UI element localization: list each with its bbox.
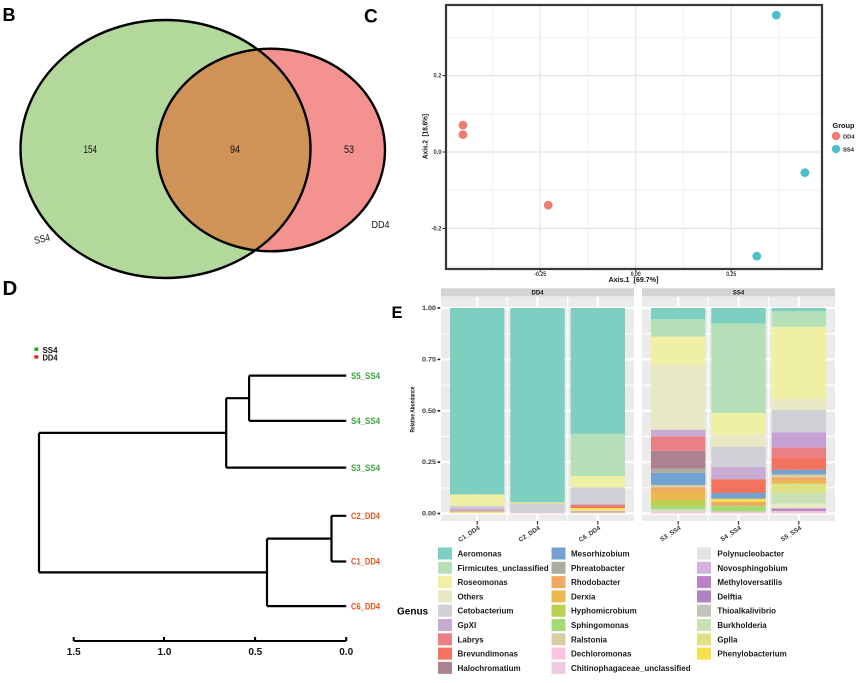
svg-text:0.00: 0.00 (631, 272, 642, 278)
svg-text:Sphingomonas: Sphingomonas (571, 621, 629, 630)
svg-text:Hyphomicrobium: Hyphomicrobium (571, 607, 637, 616)
svg-text:Derxia: Derxia (571, 592, 596, 601)
svg-text:Methyloversatilis: Methyloversatilis (717, 578, 782, 587)
svg-text:Gplla: Gplla (717, 635, 738, 644)
svg-text:94: 94 (230, 144, 240, 156)
svg-text:0.50: 0.50 (422, 409, 437, 415)
svg-text:0.25: 0.25 (422, 460, 437, 466)
svg-text:Roseomonas: Roseomonas (458, 578, 509, 587)
svg-text:Delftia: Delftia (717, 592, 742, 601)
svg-text:SS4: SS4 (33, 233, 51, 247)
svg-text:Thioalkalivibrio: Thioalkalivibrio (717, 607, 776, 616)
svg-text:0.00: 0.00 (422, 512, 437, 518)
svg-text:Relative Abundance: Relative Abundance (410, 386, 417, 432)
svg-text:Cetobacterium: Cetobacterium (458, 607, 514, 616)
svg-text:S4_SS4: S4_SS4 (351, 416, 380, 426)
svg-text:DD4: DD4 (531, 291, 544, 297)
svg-text:SS4: SS4 (733, 291, 745, 297)
svg-text:Ralstonia: Ralstonia (571, 635, 608, 644)
svg-text:S3_SS4: S3_SS4 (351, 463, 380, 473)
svg-text:0.0: 0.0 (339, 647, 353, 658)
svg-text:1.00: 1.00 (422, 306, 437, 312)
svg-text:D: D (3, 277, 18, 300)
svg-text:Chitinophagaceae_unclassified: Chitinophagaceae_unclassified (571, 664, 691, 673)
svg-text:-0.2: -0.2 (432, 227, 443, 233)
svg-text:Polynucleobacter: Polynucleobacter (717, 550, 784, 559)
svg-text:DD4: DD4 (372, 220, 390, 231)
svg-text:B: B (3, 5, 16, 25)
svg-text:SS4: SS4 (843, 147, 855, 153)
svg-text:Aeromonas: Aeromonas (458, 550, 503, 559)
svg-text:Axis.1 [69.7%]: Axis.1 [69.7%] (609, 275, 659, 284)
svg-text:-0.25: -0.25 (534, 272, 547, 278)
svg-text:DD4: DD4 (43, 353, 58, 363)
svg-text:Axis.2 [18.6%]: Axis.2 [18.6%] (421, 114, 430, 159)
svg-text:0.25: 0.25 (726, 272, 737, 278)
svg-text:DD4: DD4 (843, 134, 855, 140)
svg-text:Phreatobacter: Phreatobacter (571, 564, 625, 573)
svg-text:C: C (364, 7, 378, 28)
svg-text:0.75: 0.75 (422, 358, 437, 364)
svg-text:1.0: 1.0 (158, 647, 172, 658)
svg-text:Others: Others (458, 592, 484, 601)
svg-text:Burkholderia: Burkholderia (717, 621, 767, 630)
svg-text:E: E (392, 304, 403, 322)
svg-text:0.0: 0.0 (434, 150, 443, 156)
svg-text:Dechloromonas: Dechloromonas (571, 650, 632, 659)
svg-text:154: 154 (84, 144, 98, 156)
svg-text:53: 53 (344, 144, 354, 156)
svg-text:0.2: 0.2 (434, 74, 443, 80)
svg-text:0.5: 0.5 (248, 647, 262, 658)
svg-text:SS4: SS4 (43, 345, 58, 355)
svg-text:Group: Group (833, 121, 855, 130)
svg-text:Halochromatium: Halochromatium (458, 664, 521, 673)
svg-text:S5_SS4: S5_SS4 (351, 371, 380, 381)
svg-text:Rhodobacter: Rhodobacter (571, 578, 620, 587)
svg-text:C2_DD4: C2_DD4 (351, 511, 380, 521)
svg-text:1.5: 1.5 (67, 647, 81, 658)
svg-text:GpXI: GpXI (458, 621, 477, 630)
svg-text:Brevundimonas: Brevundimonas (458, 650, 519, 659)
svg-text:C1_DD4: C1_DD4 (351, 557, 380, 567)
svg-text:Phenylobacterium: Phenylobacterium (717, 650, 786, 659)
svg-text:Labrys: Labrys (458, 635, 485, 644)
svg-text:C6_DD4: C6_DD4 (351, 601, 380, 611)
svg-text:Mesorhizobium: Mesorhizobium (571, 550, 630, 559)
svg-text:Firmicutes_unclassified: Firmicutes_unclassified (458, 564, 549, 573)
svg-text:Novosphingobium: Novosphingobium (717, 564, 787, 573)
svg-text:Genus: Genus (397, 607, 429, 618)
